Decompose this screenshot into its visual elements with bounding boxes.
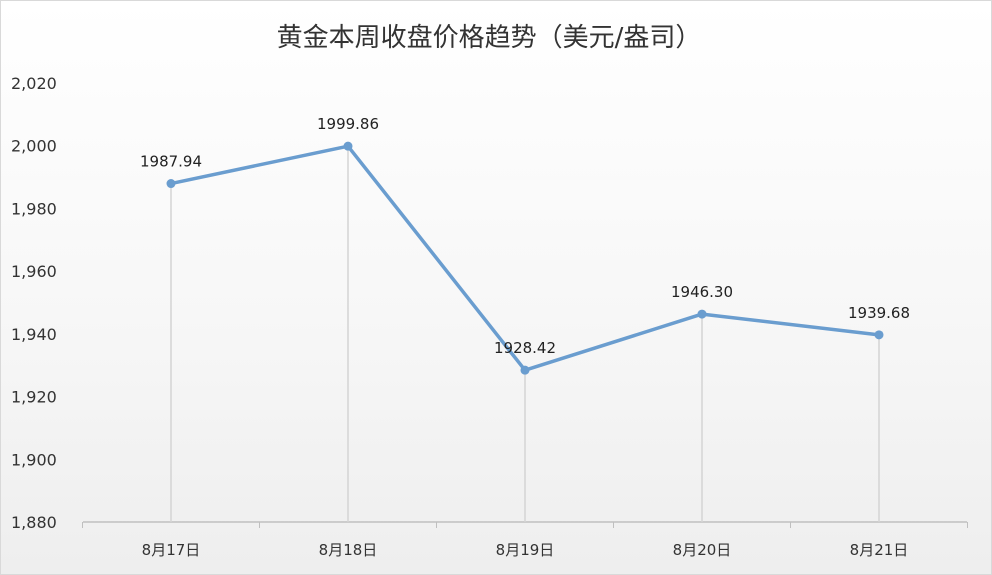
x-tick-label: 8月17日: [142, 541, 201, 559]
x-tick-label: 8月20日: [673, 541, 732, 559]
data-labels: 1987.94 1999.86 1928.42 1946.30 1939.68: [140, 115, 910, 357]
series-line: [170, 144, 880, 372]
y-tick-label: 2,000: [11, 137, 57, 156]
drop-lines: [170, 146, 880, 522]
y-tick-label: 1,900: [11, 450, 57, 469]
y-axis: 2,020 2,000 1,980 1,960 1,940 1,920 1,900 1,880: [11, 74, 57, 532]
y-tick-label: 1,880: [11, 513, 57, 532]
data-point-marker: [697, 309, 707, 319]
y-tick-label: 1,960: [11, 262, 57, 281]
y-tick-label: 2,020: [11, 74, 57, 93]
series-polyline: [170, 144, 880, 372]
data-label: 1939.68: [848, 304, 910, 322]
data-label: 1999.86: [317, 115, 379, 133]
data-label: 1928.42: [494, 339, 556, 357]
chart-title: 黄金本周收盘价格趋势（美元/盎司）: [277, 23, 702, 53]
data-points: [166, 141, 884, 375]
y-tick-label: 1,920: [11, 388, 57, 407]
y-tick-label: 1,940: [11, 325, 57, 344]
x-tick-label: 8月18日: [319, 541, 378, 559]
data-point-marker: [166, 179, 176, 189]
y-tick-label: 1,980: [11, 199, 57, 218]
data-label: 1987.94: [140, 153, 202, 171]
data-point-marker: [874, 330, 884, 340]
x-tick-label: 8月21日: [850, 541, 909, 559]
data-point-marker: [520, 365, 530, 375]
x-tick-label: 8月19日: [496, 541, 555, 559]
data-point-marker: [343, 141, 353, 151]
data-label: 1946.30: [671, 283, 733, 301]
x-axis: 8月17日 8月18日 8月19日 8月20日 8月21日: [82, 521, 968, 559]
